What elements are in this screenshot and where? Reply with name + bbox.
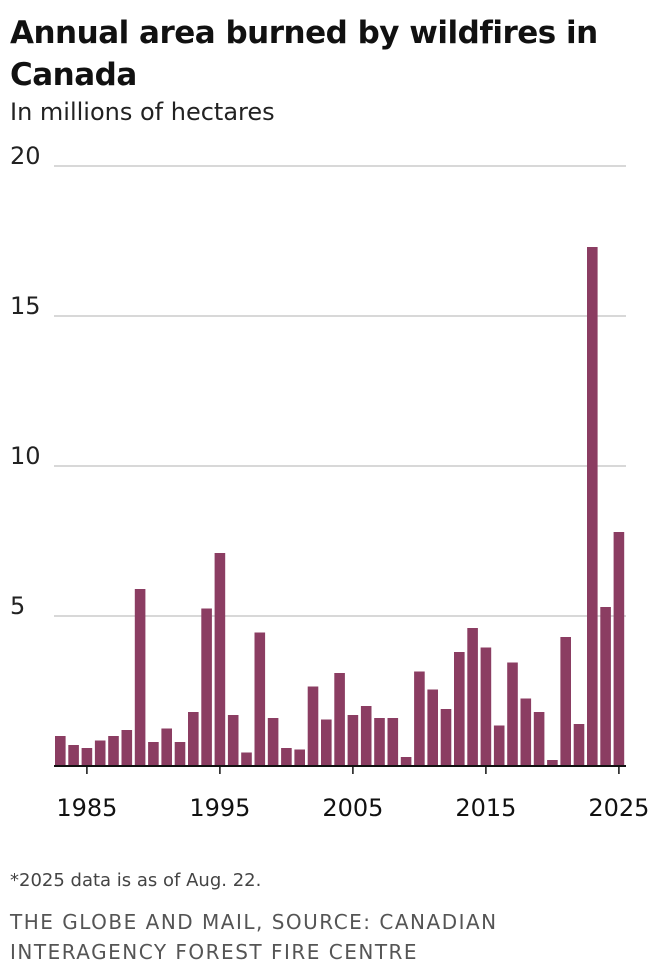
bar-1988 (121, 730, 133, 766)
bar-1984 (68, 745, 79, 766)
x-tick-label-1995: 1995 (189, 794, 250, 822)
bar-2022 (573, 724, 585, 766)
bar-1997 (241, 752, 252, 766)
bar-2003 (321, 719, 332, 766)
y-tick-label-15: 15 (10, 292, 41, 320)
bar-2024 (600, 607, 611, 766)
bar-2001 (294, 749, 305, 766)
bar-2017 (507, 662, 518, 766)
chart-subtitle: In millions of hectares (10, 98, 275, 126)
y-axis-ticks: 5 10 15 20 (10, 142, 41, 620)
bar-1990 (148, 742, 159, 766)
bar-1991 (161, 728, 172, 766)
bar-1994 (201, 608, 212, 766)
bar-1987 (108, 736, 119, 766)
bar-1983 (55, 736, 66, 766)
bar-1986 (94, 740, 106, 766)
bar-2014 (467, 628, 478, 766)
bar-2010 (414, 671, 425, 766)
bar-2012 (440, 709, 452, 766)
x-axis: 1985 1995 2005 2015 2025 (54, 765, 649, 822)
bar-2009 (400, 757, 412, 766)
bar-1992 (174, 742, 186, 766)
bars (55, 247, 625, 766)
bar-2015 (480, 647, 492, 766)
x-tick-label-1985: 1985 (56, 794, 117, 822)
bar-2013 (454, 652, 465, 766)
bar-2007 (374, 718, 385, 766)
bar-2004 (334, 673, 345, 766)
y-tick-label-20: 20 (10, 142, 41, 170)
bar-2006 (360, 706, 372, 766)
bar-2000 (281, 748, 292, 766)
source-credit: THE GLOBE AND MAIL, SOURCE: CANADIAN INT… (10, 907, 630, 967)
bar-2020 (547, 760, 558, 766)
bar-1989 (134, 589, 146, 766)
footnote: *2025 data is as of Aug. 22. (10, 870, 262, 891)
y-tick-label-5: 5 (10, 592, 25, 620)
bar-2021 (560, 637, 571, 766)
bar-1995 (214, 553, 226, 766)
y-tick-label-10: 10 (10, 442, 41, 470)
bar-2002 (307, 686, 319, 766)
bar-2016 (493, 725, 505, 766)
bar-1996 (227, 715, 239, 766)
bar-2008 (387, 718, 399, 766)
bar-chart: 5 10 15 20 1985 1995 2005 2015 2025 (10, 142, 649, 822)
bar-2019 (533, 712, 545, 766)
bar-1998 (254, 632, 266, 766)
bar-2005 (347, 715, 359, 766)
bar-1993 (188, 712, 199, 766)
x-tick-label-2005: 2005 (322, 794, 383, 822)
bar-2011 (427, 689, 438, 766)
credit-line-1: THE GLOBE AND MAIL, SOURCE: CANADIAN (10, 910, 498, 934)
bar-2023 (587, 247, 598, 766)
gridlines (54, 165, 626, 617)
bar-2018 (520, 698, 532, 766)
credit-line-2: INTERAGENCY FOREST FIRE CENTRE (10, 940, 419, 964)
x-tick-label-2015: 2015 (455, 794, 516, 822)
x-tick-label-2025: 2025 (588, 794, 649, 822)
bar-2025 (613, 532, 625, 766)
chart-title: Annual area burned by wildfires in Canad… (10, 15, 598, 93)
bar-1999 (267, 718, 279, 766)
bar-1985 (81, 748, 93, 766)
